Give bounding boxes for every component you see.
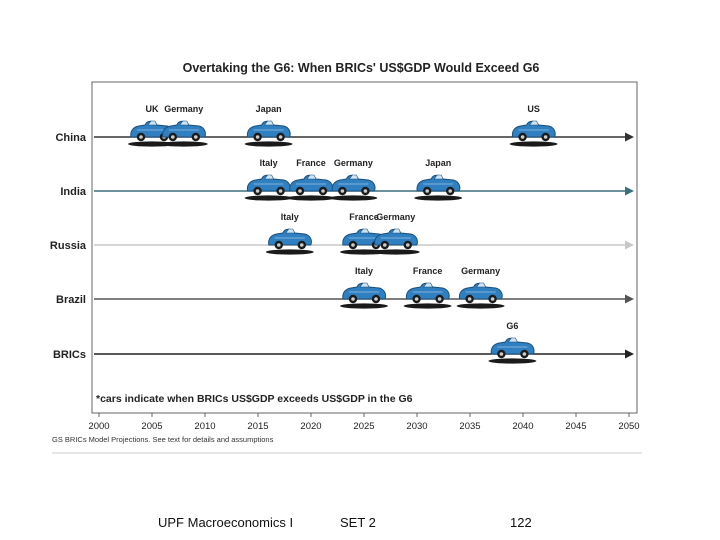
car-icon <box>509 120 559 148</box>
row-brazil: Brazil Italy France Germany <box>56 266 634 310</box>
row-label: China <box>55 132 86 144</box>
event-label: Italy <box>281 212 299 222</box>
event-label: Germany <box>164 104 203 114</box>
x-tick-label: 2030 <box>406 421 427 432</box>
timeline-arrow <box>625 132 634 142</box>
event-label: Germany <box>461 266 500 276</box>
row-china: China UK Germany Japan US <box>55 104 634 148</box>
car-icon <box>403 282 453 310</box>
car-icon <box>244 120 294 148</box>
x-tick-label: 2020 <box>300 421 321 432</box>
timeline-arrow <box>625 240 634 250</box>
chart-source: GS BRICs Model Projections. See text for… <box>52 435 274 444</box>
x-tick-label: 2000 <box>88 421 109 432</box>
row-label: BRICs <box>53 349 86 361</box>
x-tick-label: 2005 <box>141 421 162 432</box>
car-icon <box>413 174 463 202</box>
x-tick-label: 2015 <box>247 421 268 432</box>
x-tick-label: 2050 <box>618 421 639 432</box>
event-label: Japan <box>425 158 451 168</box>
car-icon <box>265 228 315 256</box>
event-label: Germany <box>334 158 373 168</box>
chart-title: Overtaking the G6: When BRICs' US$GDP Wo… <box>183 61 540 75</box>
event-label: Italy <box>260 158 278 168</box>
row-india: India Italy France Germany Japan <box>60 158 634 202</box>
x-axis: 2000 2005 2010 2015 2020 2025 2030 2035 2040 2045… <box>88 412 640 432</box>
event-label: G6 <box>506 321 518 331</box>
event-label: France <box>349 212 379 222</box>
event-label: France <box>296 158 326 168</box>
event-label: Italy <box>355 266 373 276</box>
timeline-arrow <box>625 349 634 359</box>
car-icon <box>487 337 537 365</box>
footer-course: UPF Macroeconomics I <box>158 515 294 530</box>
timeline-arrow <box>625 186 634 196</box>
car-icon <box>244 174 294 202</box>
event-label: Japan <box>256 104 282 114</box>
x-tick-label: 2025 <box>353 421 374 432</box>
row-label: Brazil <box>56 294 86 306</box>
x-tick-label: 2045 <box>565 421 586 432</box>
car-icon <box>339 282 389 310</box>
car-icon <box>328 174 378 202</box>
footer-page: 122 <box>510 515 532 530</box>
event-label: Germany <box>376 212 415 222</box>
row-label: India <box>60 186 87 198</box>
chart-note: *cars indicate when BRICs US$GDP exceeds… <box>96 393 413 405</box>
timeline-arrow <box>625 294 634 304</box>
car-icon <box>371 228 421 256</box>
x-tick-label: 2040 <box>512 421 533 432</box>
row-label: Russia <box>50 240 87 252</box>
car-icon <box>286 174 336 202</box>
event-label: US <box>527 104 540 114</box>
x-tick-label: 2010 <box>194 421 215 432</box>
car-icon <box>456 282 506 310</box>
car-icon <box>159 120 209 148</box>
row-brics: BRICs G6 <box>53 321 634 365</box>
x-tick-label: 2035 <box>459 421 480 432</box>
event-label: France <box>413 266 443 276</box>
event-label: UK <box>146 104 159 114</box>
footer-set: SET 2 <box>340 515 376 530</box>
